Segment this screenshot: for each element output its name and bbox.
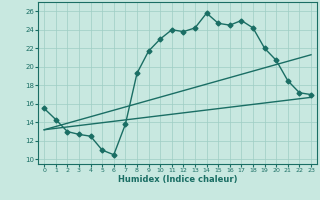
X-axis label: Humidex (Indice chaleur): Humidex (Indice chaleur) bbox=[118, 175, 237, 184]
